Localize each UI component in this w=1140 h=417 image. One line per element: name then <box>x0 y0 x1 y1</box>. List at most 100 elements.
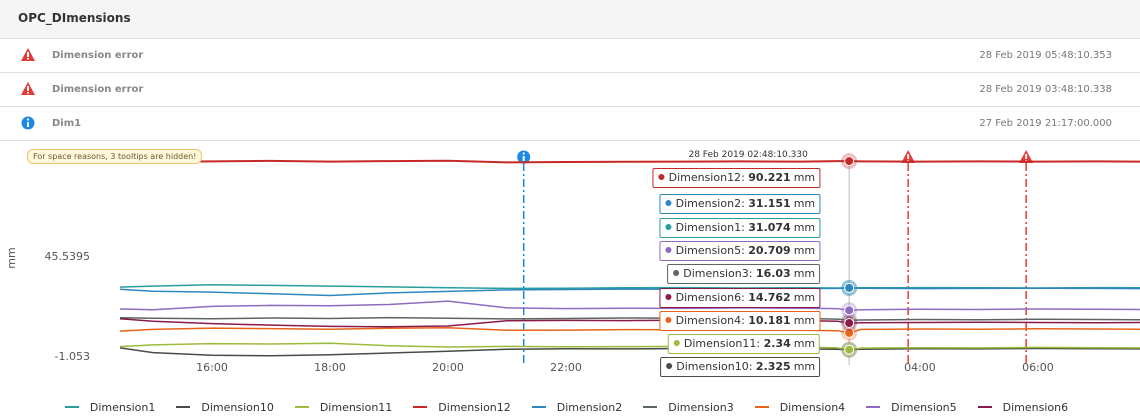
legend-swatch <box>176 406 191 408</box>
x-tick-label: 04:00 <box>904 361 936 374</box>
event-title: Dimension error <box>52 50 144 61</box>
point-marker <box>844 318 855 329</box>
header-title: OPC_DImensions <box>18 11 131 25</box>
tooltip-value: 31.151 <box>748 197 791 211</box>
tooltip-dot <box>665 293 672 300</box>
tooltip-unit: mm <box>793 267 816 281</box>
legend-label: Dimension5 <box>891 401 957 414</box>
tooltip-unit: mm <box>793 360 816 374</box>
series-line <box>119 287 1140 297</box>
tooltip-name: Dimension5 <box>676 244 749 257</box>
tooltip-unit: mm <box>793 313 816 327</box>
legend-item[interactable]: Dimension2 <box>531 401 629 414</box>
legend-swatch <box>754 406 769 408</box>
legend-item[interactable]: Dimension5 <box>866 401 963 414</box>
chart-note: For space reasons, 3 tooltips are hidden… <box>27 149 203 164</box>
legend-item[interactable]: Dimension3 <box>643 401 740 414</box>
legend-swatch <box>977 406 992 408</box>
event-time: 27 Feb 2019 21:17:00.000 <box>979 118 1112 129</box>
tooltip-value: 10.181 <box>748 313 791 327</box>
y-tick-label: -1.053 <box>55 350 90 363</box>
tooltip-dot <box>665 200 672 207</box>
tooltip-dot <box>665 246 672 253</box>
series-line <box>119 326 1140 334</box>
tooltip-name: Dimension10 <box>676 360 756 373</box>
tooltip-name: Dimension11 <box>684 337 764 350</box>
event-icon <box>21 116 35 130</box>
legend-label: Dimension6 <box>1002 401 1069 414</box>
tooltip-dot <box>673 270 680 277</box>
tooltip-unit: mm <box>793 337 816 351</box>
tooltip-value: 14.762 <box>748 290 791 304</box>
tooltip-name: Dimension12 <box>669 171 749 184</box>
x-tick-label: 22:00 <box>550 361 582 374</box>
event-icon <box>21 82 35 95</box>
error-icon-bar <box>27 52 29 57</box>
info-icon-bar <box>27 122 29 127</box>
series-line <box>119 347 1140 357</box>
info-icon-bar <box>522 156 525 161</box>
event-time: 28 Feb 2019 03:48:10.338 <box>979 84 1112 95</box>
event-row: Dimension error 28 Feb 2019 03:48:10.338 <box>0 73 1140 107</box>
y-axis-label: mm <box>5 247 18 268</box>
legend-item[interactable]: Dimension10 <box>176 401 280 414</box>
event-row: Dimension error 28 Feb 2019 05:48:10.353 <box>0 39 1140 73</box>
tooltip-dot <box>658 174 665 180</box>
legend-swatch <box>531 406 546 408</box>
tooltip-value: 20.709 <box>748 243 791 257</box>
error-icon-bar <box>907 154 910 159</box>
legend-swatch <box>64 406 79 408</box>
tooltip-value: 16.03 <box>755 267 791 281</box>
legend-item[interactable]: Dimension12 <box>413 401 517 414</box>
series-line <box>119 300 1140 312</box>
tooltip-unit: mm <box>793 171 816 184</box>
legend-label: Dimension3 <box>668 401 734 414</box>
legend-swatch <box>866 406 881 408</box>
tooltip-unit: mm <box>793 220 816 234</box>
crosshair-label: 28 Feb 2019 02:48:10.330 <box>688 150 808 160</box>
tooltip-dot <box>673 340 680 347</box>
point-marker <box>844 305 855 316</box>
legend-label: Dimension1 <box>89 401 156 414</box>
error-icon-bar <box>27 86 29 91</box>
legend-label: Dimension10 <box>201 401 274 414</box>
event-row: Dim1 27 Feb 2019 21:17:00.000 <box>0 107 1140 141</box>
tooltip-name: Dimension6 <box>676 291 749 304</box>
legend-item[interactable]: Dimension4 <box>754 401 852 414</box>
x-tick-label: 06:00 <box>1022 361 1054 374</box>
tooltip-value: 2.325 <box>755 360 791 374</box>
tooltip-value: 31.074 <box>748 220 791 234</box>
tooltip-value: 2.34 <box>763 337 791 351</box>
point-marker <box>844 156 855 167</box>
legend-item[interactable]: Dimension11 <box>294 401 399 414</box>
info-icon-dot <box>26 118 30 121</box>
tooltip-dot <box>665 223 672 230</box>
header: OPC_DImensions <box>0 0 1140 39</box>
tooltip-unit: mm <box>793 290 816 304</box>
error-icon-dot <box>27 92 29 94</box>
legend-item[interactable]: Dimension6 <box>977 401 1075 414</box>
legend-item[interactable]: Dimension1 <box>64 401 162 414</box>
point-marker <box>844 327 855 338</box>
legend: Dimension1 Dimension10 Dimension11 Dimensio… <box>0 401 1140 414</box>
tooltip-unit: mm <box>793 197 816 211</box>
legend-label: Dimension11 <box>319 401 393 414</box>
legend-label: Dimension2 <box>556 401 623 414</box>
error-icon-bar <box>1025 154 1028 159</box>
y-tick-label: 45.5395 <box>45 250 91 263</box>
legend-swatch <box>643 406 658 408</box>
tooltip-name: Dimension2 <box>676 197 749 210</box>
tooltip-name: Dimension3 <box>683 267 756 280</box>
event-title: Dimension error <box>52 84 144 95</box>
event-time: 28 Feb 2019 05:48:10.353 <box>979 50 1112 61</box>
